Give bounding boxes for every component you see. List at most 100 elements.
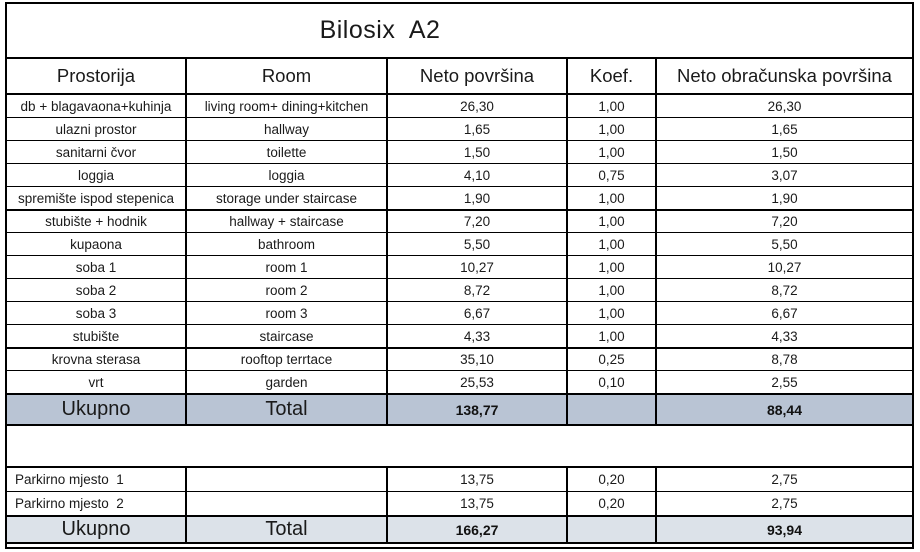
- parking-total-koef: [568, 517, 657, 542]
- total-label-hr: Ukupno: [7, 395, 187, 424]
- cell-koef: 1,00: [568, 233, 657, 255]
- cell-neto: 13,75: [388, 492, 568, 515]
- cell-room: hallway + staircase: [187, 211, 388, 232]
- table-title-block: Bilosix A2: [7, 4, 912, 59]
- cell-prostorija: loggia: [7, 164, 187, 186]
- cell-room: loggia: [187, 164, 388, 186]
- cell-prostorija: sanitarni čvor: [7, 141, 187, 163]
- cell-room: toilette: [187, 141, 388, 163]
- cell-obracunska: 2,55: [771, 374, 798, 390]
- cell-neto: 4,10: [388, 164, 568, 186]
- parking-table-body: Parkirno mjesto 1 13,75 0,20 2,75 Parkirno m…: [7, 468, 912, 516]
- column-header-prostorija: Prostorija: [7, 59, 187, 93]
- cell-obracunska: 2,75: [771, 496, 798, 511]
- cell-prostorija: krovna sterasa: [7, 349, 187, 370]
- total-obracunska: 88,44: [766, 401, 803, 418]
- main-table-body: db + blagavaona+kuhinja living room+ dini…: [7, 95, 912, 394]
- cell-obracunska: 1,90: [771, 190, 798, 206]
- cell-koef: 0,25: [568, 349, 657, 370]
- cell-neto: 1,65: [388, 118, 568, 140]
- cell-prostorija: ulazni prostor: [7, 118, 187, 140]
- column-header-koef: Koef.: [568, 59, 657, 93]
- cell-room: hallway: [187, 118, 388, 140]
- cell-neto: 5,50: [388, 233, 568, 255]
- cell-neto: 1,50: [388, 141, 568, 163]
- cell-neto: 7,20: [388, 211, 568, 232]
- column-header-obracunska: Neto obračunska površina: [677, 65, 892, 86]
- cell-obracunska: 1,50: [771, 144, 798, 160]
- parking-total-label-en: Total: [187, 517, 388, 542]
- table-row: krovna sterasa rooftop terrtace 35,10 0,25 8…: [7, 348, 912, 371]
- table-row: spremište ispod stepenica storage under s…: [7, 187, 912, 210]
- total-neto-povrsina: 138,77: [388, 395, 568, 424]
- table-row: kupaona bathroom 5,50 1,00 5,50: [7, 233, 912, 256]
- cell-obracunska: 2,75: [771, 472, 798, 487]
- cell-koef: 1,00: [568, 187, 657, 209]
- parking-total-label-hr: Ukupno: [7, 517, 187, 542]
- cell-obracunska: 4,33: [771, 328, 798, 344]
- cell-obracunska: 8,72: [771, 282, 798, 298]
- cell-prostorija: Parkirno mjesto 1: [7, 468, 187, 491]
- cell-room: room 1: [187, 256, 388, 278]
- cell-koef: 0,10: [568, 371, 657, 393]
- column-header-room: Room: [187, 59, 388, 93]
- cell-koef: 1,00: [568, 256, 657, 278]
- cell-koef: 0,20: [568, 468, 657, 491]
- cell-koef: 1,00: [568, 302, 657, 324]
- cell-neto: 26,30: [388, 95, 568, 117]
- table-row: ulazni prostor hallway 1,65 1,00 1,65: [7, 118, 912, 141]
- cell-koef: 1,00: [568, 141, 657, 163]
- cell-prostorija: soba 3: [7, 302, 187, 324]
- cell-koef: 1,00: [568, 95, 657, 117]
- cell-neto: 6,67: [388, 302, 568, 324]
- cell-room: [187, 492, 388, 515]
- table-row: loggia loggia 4,10 0,75 3,07: [7, 164, 912, 187]
- cell-obracunska: 3,07: [771, 167, 798, 183]
- cell-room: room 2: [187, 279, 388, 301]
- cell-prostorija: vrt: [7, 371, 187, 393]
- cell-room: bathroom: [187, 233, 388, 255]
- table-row: stubište staircase 4,33 1,00 4,33: [7, 325, 912, 348]
- cell-neto: 10,27: [388, 256, 568, 278]
- cell-obracunska: 26,30: [767, 98, 802, 114]
- parking-total-obracunska: 93,94: [766, 521, 803, 538]
- cell-prostorija: soba 2: [7, 279, 187, 301]
- cell-obracunska: 1,65: [771, 121, 798, 137]
- cell-neto: 4,33: [388, 325, 568, 347]
- cell-room: [187, 468, 388, 491]
- cell-room: storage under staircase: [187, 187, 388, 209]
- cell-room: room 3: [187, 302, 388, 324]
- main-total-row: Ukupno Total 138,77 88,44: [7, 394, 912, 426]
- cell-obracunska: 7,20: [771, 214, 798, 229]
- table-row: vrt garden 25,53 0,10 2,55: [7, 371, 912, 394]
- table-row: Parkirno mjesto 1 13,75 0,20 2,75: [7, 468, 912, 492]
- table-row: sanitarni čvor toilette 1,50 1,00 1,50: [7, 141, 912, 164]
- table-row: soba 1 room 1 10,27 1,00 10,27: [7, 256, 912, 279]
- cell-neto: 8,72: [388, 279, 568, 301]
- cell-obracunska: 5,50: [771, 236, 798, 252]
- cell-room: garden: [187, 371, 388, 393]
- table-row: soba 3 room 3 6,67 1,00 6,67: [7, 302, 912, 325]
- total-label-en: Total: [187, 395, 388, 424]
- cell-koef: 0,75: [568, 164, 657, 186]
- cell-neto: 1,90: [388, 187, 568, 209]
- cell-koef: 0,20: [568, 492, 657, 515]
- cell-room: living room+ dining+kitchen: [187, 95, 388, 117]
- cell-koef: 1,00: [568, 279, 657, 301]
- table-header-row: Prostorija Room Neto površina Koef. Neto…: [7, 59, 912, 95]
- cell-prostorija: db + blagavaona+kuhinja: [7, 95, 187, 117]
- cell-prostorija: stubište + hodnik: [7, 211, 187, 232]
- cell-obracunska: 10,27: [767, 259, 802, 275]
- table-row: Parkirno mjesto 2 13,75 0,20 2,75: [7, 492, 912, 516]
- table-title: Bilosix A2: [319, 16, 441, 44]
- cell-room: rooftop terrtace: [187, 349, 388, 370]
- cell-obracunska: 6,67: [771, 305, 798, 321]
- cell-koef: 1,00: [568, 211, 657, 232]
- cell-room: staircase: [187, 325, 388, 347]
- cell-koef: 1,00: [568, 325, 657, 347]
- cell-prostorija: spremište ispod stepenica: [7, 187, 187, 209]
- cell-neto: 35,10: [388, 349, 568, 370]
- column-header-neto-povrsina: Neto površina: [388, 59, 568, 93]
- cell-neto: 25,53: [388, 371, 568, 393]
- cell-prostorija: Parkirno mjesto 2: [7, 492, 187, 515]
